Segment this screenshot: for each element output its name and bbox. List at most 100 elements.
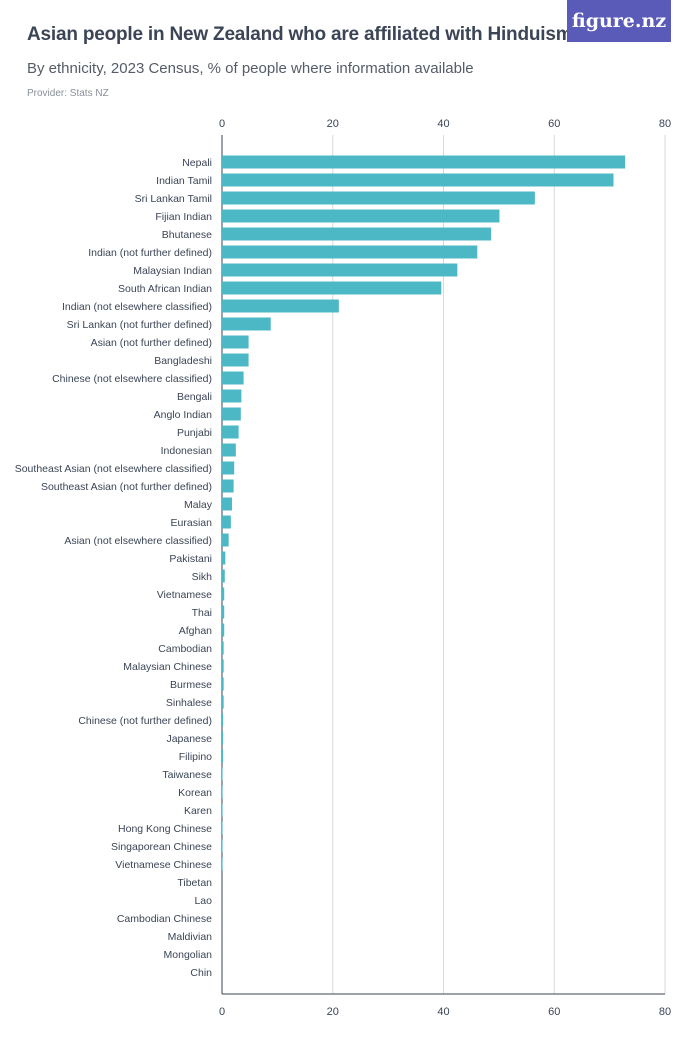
category-label: Malaysian Indian — [133, 265, 212, 277]
bar — [222, 389, 242, 403]
x-tick-label-top: 0 — [219, 118, 225, 130]
category-label: Hong Kong Chinese — [118, 823, 212, 835]
bar — [222, 533, 229, 547]
bar — [222, 173, 614, 187]
category-label: Filipino — [179, 751, 212, 763]
bar — [222, 479, 234, 493]
category-label: Bangladeshi — [154, 355, 212, 367]
bar — [222, 731, 224, 745]
category-label: Asian (not elsewhere classified) — [64, 535, 212, 547]
x-tick-label-bottom: 20 — [327, 1006, 339, 1018]
bar — [222, 317, 271, 331]
category-label: Lao — [194, 895, 212, 907]
category-label: Burmese — [170, 679, 212, 691]
category-label: Sinhalese — [166, 697, 212, 709]
bar — [222, 785, 223, 799]
category-label: Singaporean Chinese — [111, 841, 212, 853]
bar — [222, 605, 225, 619]
bar — [222, 155, 626, 169]
bar — [222, 857, 223, 871]
bar — [222, 299, 339, 313]
bar — [222, 623, 225, 637]
category-label: Indian (not further defined) — [88, 247, 212, 259]
category-label: Sri Lankan Tamil — [135, 193, 212, 205]
bar — [222, 497, 232, 511]
category-label: Malaysian Chinese — [123, 661, 212, 673]
category-label: Southeast Asian (not further defined) — [41, 481, 212, 493]
category-label: Chinese (not further defined) — [78, 715, 212, 727]
x-tick-label-bottom: 40 — [437, 1006, 449, 1018]
category-label: Bhutanese — [162, 229, 212, 241]
category-label: Maldivian — [168, 931, 213, 943]
bar — [222, 371, 244, 385]
category-label: Eurasian — [171, 517, 213, 529]
bar — [222, 659, 224, 673]
category-label: Malay — [184, 499, 213, 511]
bar — [222, 695, 224, 709]
bar — [222, 263, 458, 277]
category-label: Punjabi — [177, 427, 212, 439]
bar — [222, 425, 239, 439]
bar — [222, 803, 223, 817]
bar — [222, 749, 224, 763]
bar — [222, 839, 223, 853]
bar — [222, 515, 231, 529]
category-label: Southeast Asian (not elsewhere classifie… — [15, 463, 212, 475]
x-tick-label-top: 20 — [327, 118, 339, 130]
category-label: Cambodian Chinese — [117, 913, 212, 925]
category-label: Chin — [190, 967, 212, 979]
category-label: Thai — [192, 607, 212, 619]
bar — [222, 641, 224, 655]
bar — [222, 767, 223, 781]
category-label: Afghan — [179, 625, 212, 637]
bar — [222, 335, 249, 349]
x-tick-label-bottom: 80 — [659, 1006, 671, 1018]
chart-subtitle: By ethnicity, 2023 Census, % of people w… — [27, 60, 474, 77]
bar — [222, 443, 236, 457]
category-label: Indonesian — [161, 445, 213, 457]
bar — [222, 551, 226, 565]
category-label: Anglo Indian — [154, 409, 213, 421]
category-label: Taiwanese — [162, 769, 212, 781]
category-label: Vietnamese Chinese — [115, 859, 212, 871]
bar — [222, 191, 535, 205]
x-tick-label-bottom: 60 — [548, 1006, 560, 1018]
category-label: Chinese (not elsewhere classified) — [52, 373, 212, 385]
bar — [222, 209, 500, 223]
category-label: Nepali — [182, 157, 212, 169]
bar — [222, 227, 492, 241]
category-label: Sikh — [192, 571, 213, 583]
provider-label: Provider: Stats NZ — [27, 88, 109, 99]
bar — [222, 407, 241, 421]
category-label: South African Indian — [118, 283, 212, 295]
figure-nz-logo[interactable]: figure.nz — [567, 0, 671, 42]
bar — [222, 713, 224, 727]
category-label: Indian (not elsewhere classified) — [62, 301, 212, 313]
x-tick-label-top: 40 — [437, 118, 449, 130]
category-label: Indian Tamil — [156, 175, 212, 187]
chart-title: Asian people in New Zealand who are affi… — [27, 24, 573, 45]
category-label: Pakistani — [169, 553, 212, 565]
x-tick-label-bottom: 0 — [219, 1006, 225, 1018]
bar — [222, 281, 442, 295]
category-label: Bengali — [177, 391, 212, 403]
category-label: Japanese — [166, 733, 212, 745]
category-label: Sri Lankan (not further defined) — [67, 319, 212, 331]
category-label: Cambodian — [158, 643, 212, 655]
bar — [222, 461, 235, 475]
bar — [222, 821, 223, 835]
category-label: Karen — [184, 805, 212, 817]
category-label: Fijian Indian — [155, 211, 212, 223]
bar — [222, 245, 478, 259]
bar — [222, 353, 249, 367]
category-label: Asian (not further defined) — [91, 337, 212, 349]
category-label: Vietnamese — [157, 589, 212, 601]
bar — [222, 569, 225, 583]
category-label: Mongolian — [164, 949, 213, 961]
category-label: Korean — [178, 787, 212, 799]
x-tick-label-top: 80 — [659, 118, 671, 130]
category-label: Tibetan — [177, 877, 212, 889]
bar — [222, 587, 225, 601]
x-tick-label-top: 60 — [548, 118, 560, 130]
